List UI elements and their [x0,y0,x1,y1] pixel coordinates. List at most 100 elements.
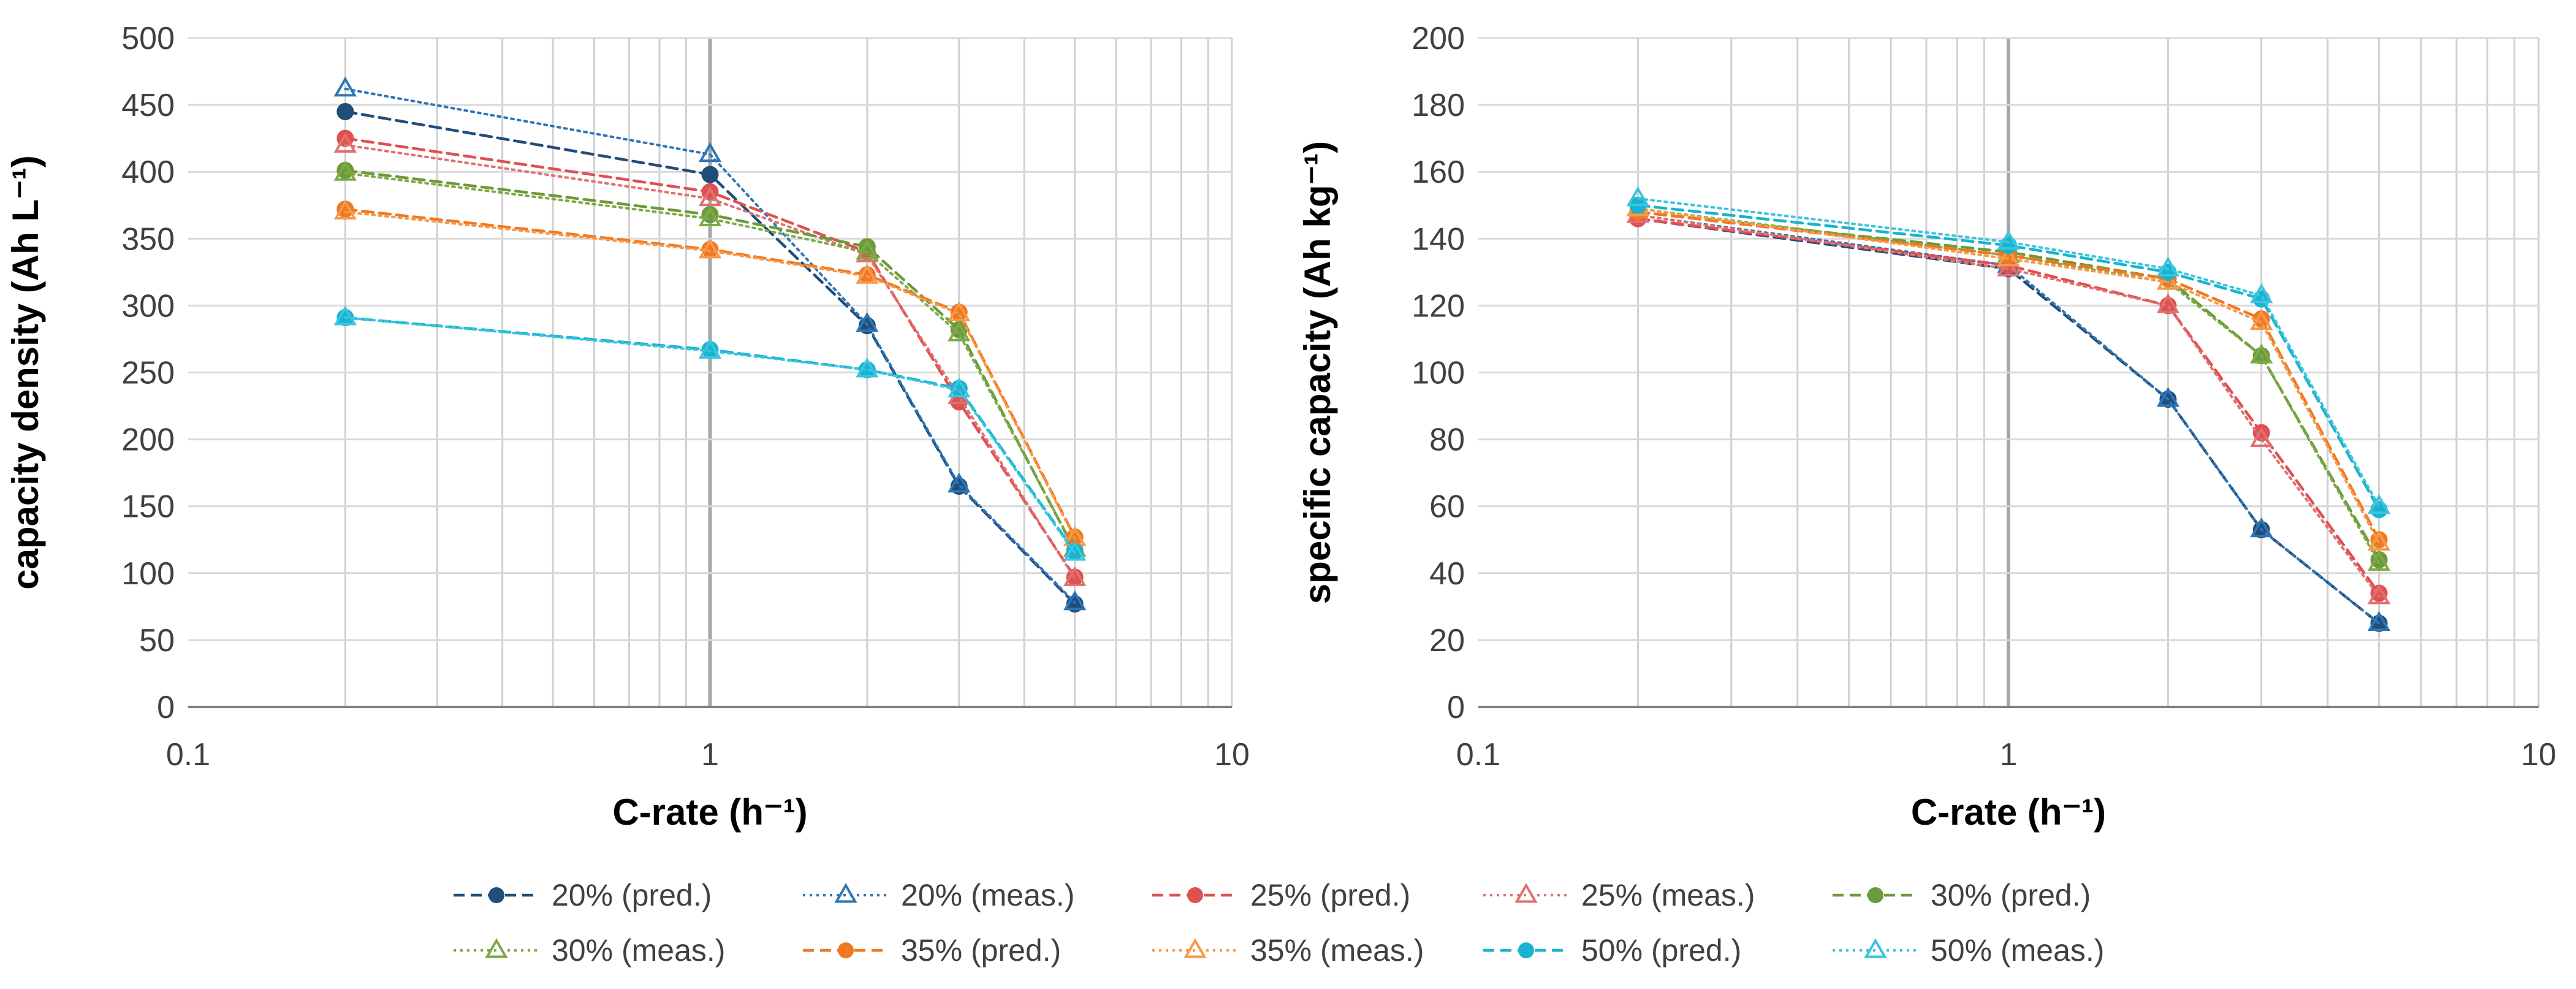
y-tick-label: 180 [1411,88,1465,123]
y-tick-label: 60 [1429,489,1465,525]
legend-item: 35% (meas.) [1152,933,1424,968]
data-point [2250,427,2273,447]
legend: 20% (pred.) 20% (meas.) 25% (pred.) 25% (me… [454,878,2104,968]
y-tick-label: 120 [1411,288,1465,324]
data-point [2156,293,2180,313]
series-line [1636,207,2380,544]
data-point [948,472,971,493]
data-point [856,357,879,378]
series-line [344,87,1076,604]
legend-marker [488,887,504,903]
data-point [948,377,971,398]
legend-item: 35% (pred.) [803,933,1061,968]
legend-marker [1518,942,1534,958]
y-tick-label: 200 [1411,21,1465,56]
capacity-density-chart: 0 50 100 150 200 250 300 350 400 450 500 0.1 1 10 C-ra… [5,21,1250,833]
data-point [948,321,971,342]
series-line [1636,214,2380,598]
y-tick-label: 40 [1429,556,1465,592]
data-point [1997,229,2020,250]
data-point [2156,270,2180,290]
legend-label: 50% (pred.) [1581,933,1741,968]
legend-label: 35% (pred.) [901,933,1061,968]
y-tick-label: 400 [121,155,175,190]
y-tick-label: 350 [121,221,175,257]
data-point [2156,387,2180,407]
series-line [344,169,1076,552]
y-tick-label: 150 [121,489,175,525]
data-point [856,240,879,260]
legend-label: 30% (meas.) [552,933,725,968]
y-tick-label: 160 [1411,155,1465,190]
series [1626,186,2391,514]
legend-label: 30% (pred.) [1931,878,2091,912]
legend-item: 30% (meas.) [454,933,725,968]
data-point [2367,530,2391,551]
data-point [336,103,354,121]
legend-marker [485,937,508,958]
legend-label: 25% (meas.) [1581,878,1755,912]
data-point [333,199,357,220]
x-axis-title: C-rate (h⁻¹) [1911,792,2106,833]
series [333,305,1087,561]
data-point [698,142,722,162]
data-point [1997,246,2020,267]
y-axis-title: capacity density (Ah L⁻¹) [5,155,46,589]
series-line [344,172,1076,551]
y-tick-label: 250 [121,356,175,391]
x-tick-label: 10 [1214,737,1250,773]
data-point [1063,541,1087,561]
y-tick-label: 500 [121,21,175,56]
specific-capacity-chart: 0 20 40 60 80 100 120 140 160 180 200 0.1 1 10 C-rate … [1297,21,2556,833]
legend-item: 20% (meas.) [803,878,1074,912]
data-point [698,186,722,207]
y-tick-label: 0 [1447,690,1465,725]
y-tick-label: 140 [1411,221,1465,257]
data-point [2250,517,2273,538]
data-point [701,166,719,183]
y-tick-label: 0 [157,690,175,725]
data-point [333,76,357,97]
data-point [2367,494,2391,514]
legend-marker [834,882,857,903]
legend-item: 50% (pred.) [1483,933,1741,968]
legend-marker [1864,937,1887,958]
legend-marker [1514,882,1538,903]
legend-label: 20% (meas.) [901,878,1074,912]
data-point [2367,611,2391,632]
y-tick-label: 80 [1429,422,1465,458]
data-point [2250,310,2273,330]
data-point [333,305,357,326]
data-point [333,132,357,153]
x-tick-label: 1 [2000,737,2018,773]
y-tick-label: 50 [139,623,175,659]
legend-item: 50% (meas.) [1833,933,2104,968]
y-tick-label: 200 [121,422,175,458]
legend-label: 25% (pred.) [1250,878,1410,912]
y-tick-label: 100 [1411,356,1465,391]
data-point [2367,584,2391,605]
legend-marker [838,942,854,958]
x-tick-label: 10 [2521,737,2556,773]
legend-item: 25% (pred.) [1152,878,1410,912]
data-point [2250,343,2273,364]
x-axis-title: C-rate (h⁻¹) [612,792,807,833]
legend-label: 35% (meas.) [1250,933,1424,968]
y-axis-title: specific capacity (Ah kg⁻¹) [1297,141,1338,604]
series-line [1636,197,2380,508]
data-point [333,161,357,181]
data-point [2156,256,2180,277]
legend-item: 20% (pred.) [454,878,712,912]
data-point [698,206,722,226]
y-tick-label: 100 [121,556,175,592]
y-tick-label: 450 [121,88,175,123]
data-point [1997,256,2020,277]
legend-label: 50% (meas.) [1931,933,2104,968]
data-point [2250,283,2273,304]
y-tick-label: 20 [1429,623,1465,659]
legend-item: 30% (pred.) [1833,878,2091,912]
data-point [856,264,879,284]
data-point [698,338,722,359]
legend-marker [1187,887,1203,903]
